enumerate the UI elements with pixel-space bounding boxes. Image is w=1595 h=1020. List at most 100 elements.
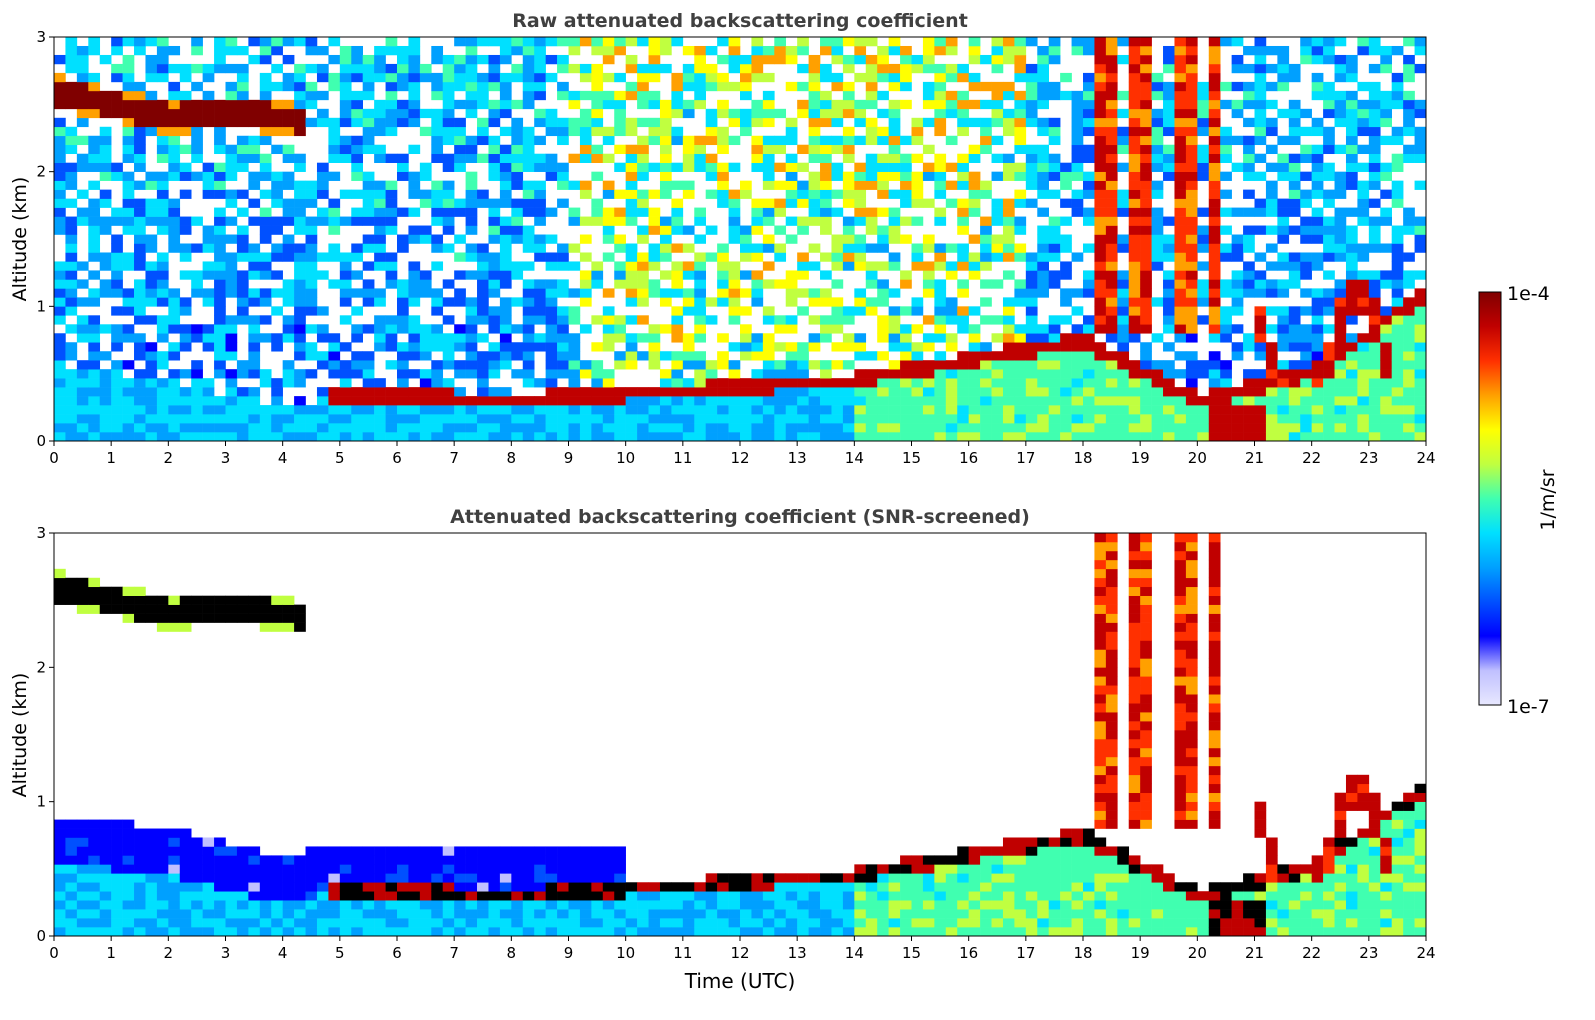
heatmap-cell	[854, 306, 867, 316]
heatmap-cell	[248, 252, 261, 262]
heatmap-cell	[705, 189, 718, 199]
heatmap-cell	[1380, 360, 1392, 370]
heatmap-cell	[362, 324, 375, 334]
heatmap-cell	[1174, 189, 1187, 199]
heatmap-cell	[1391, 162, 1404, 172]
heatmap-cell	[625, 288, 638, 298]
heatmap-cell	[54, 297, 66, 307]
heatmap-cell	[145, 63, 158, 74]
heatmap-cell	[602, 873, 615, 883]
heatmap-cell	[1334, 333, 1347, 343]
heatmap-cell	[1357, 333, 1370, 343]
heatmap-cell	[820, 387, 832, 397]
heatmap-cell	[614, 90, 626, 101]
heatmap-cell	[1025, 927, 1038, 937]
heatmap-cell	[191, 432, 203, 442]
heatmap-cell	[865, 873, 878, 883]
heatmap-cell	[1105, 288, 1118, 298]
heatmap-cell	[877, 918, 889, 928]
heatmap-cell	[191, 909, 203, 919]
heatmap-cell	[419, 396, 432, 406]
heatmap-cell	[397, 54, 409, 65]
heatmap-cell	[888, 189, 901, 199]
heatmap-cell	[397, 243, 409, 253]
heatmap-cell	[1368, 153, 1381, 163]
heatmap-cell	[1368, 279, 1381, 289]
heatmap-cell	[1048, 279, 1061, 289]
heatmap-cell	[408, 261, 421, 271]
heatmap-cell	[1083, 279, 1095, 289]
heatmap-cell	[76, 63, 89, 74]
heatmap-cell	[591, 117, 604, 128]
heatmap-cell	[854, 918, 867, 928]
heatmap-cell	[751, 63, 764, 74]
heatmap-cell	[1117, 369, 1130, 379]
heatmap-cell	[1037, 351, 1049, 361]
heatmap-cell	[65, 918, 78, 928]
heatmap-cell	[808, 135, 821, 146]
heatmap-cell	[248, 405, 261, 415]
heatmap-cell	[717, 81, 729, 92]
heatmap-cell	[808, 297, 821, 307]
heatmap-cell	[1128, 234, 1141, 244]
heatmap-cell	[1265, 306, 1278, 316]
heatmap-cell	[545, 171, 558, 181]
heatmap-cell	[88, 918, 101, 928]
heatmap-cell	[1243, 99, 1255, 110]
heatmap-cell	[76, 864, 89, 874]
heatmap-cell	[808, 882, 821, 892]
heatmap-cell	[534, 135, 546, 146]
heatmap-cell	[1014, 54, 1027, 65]
heatmap-cell	[259, 126, 272, 137]
heatmap-cell	[842, 423, 855, 433]
heatmap-cell	[1151, 81, 1164, 92]
heatmap-cell	[488, 270, 501, 280]
heatmap-cell	[1185, 90, 1198, 101]
heatmap-cell	[1414, 270, 1427, 280]
heatmap-cell	[145, 108, 158, 119]
heatmap-cell	[1105, 396, 1118, 406]
heatmap-cell	[808, 396, 821, 406]
heatmap-cell	[671, 270, 684, 280]
heatmap-cell	[179, 144, 192, 155]
heatmap-cell	[648, 189, 661, 199]
heatmap-cell	[648, 117, 661, 128]
heatmap-cell	[362, 126, 375, 137]
heatmap-cell	[1288, 324, 1301, 334]
heatmap-cell	[465, 324, 478, 334]
heatmap-cell	[271, 216, 283, 226]
heatmap-cell	[1048, 270, 1061, 280]
heatmap-cell	[865, 99, 878, 110]
heatmap-cell	[808, 342, 821, 352]
heatmap-cell	[1174, 423, 1187, 433]
heatmap-cell	[1414, 216, 1427, 226]
heatmap-cell	[522, 396, 535, 406]
heatmap-cell	[248, 135, 261, 146]
heatmap-cell	[214, 873, 226, 883]
heatmap-cell	[488, 369, 501, 379]
heatmap-cell	[168, 414, 181, 424]
heatmap-cell	[488, 252, 501, 262]
heatmap-cell	[922, 162, 935, 172]
heatmap-cell	[1265, 351, 1278, 361]
heatmap-cell	[980, 54, 992, 65]
heatmap-cell	[1380, 171, 1392, 181]
heatmap-cell	[1083, 315, 1095, 325]
heatmap-cell	[1368, 198, 1381, 208]
heatmap-cell	[1345, 171, 1358, 181]
heatmap-cell	[122, 909, 135, 919]
heatmap-cell	[1357, 180, 1370, 190]
heatmap-cell	[419, 369, 432, 379]
heatmap-cell	[1368, 117, 1381, 128]
heatmap-cell	[579, 117, 592, 128]
heatmap-cell	[762, 90, 775, 101]
heatmap-cell	[1185, 126, 1198, 137]
heatmap-cell	[122, 324, 135, 334]
heatmap-cell	[431, 90, 444, 101]
heatmap-cell	[248, 37, 261, 47]
heatmap-cell	[305, 432, 318, 442]
heatmap-cell	[980, 378, 992, 388]
heatmap-cell	[957, 387, 969, 397]
heatmap-cell	[294, 207, 306, 217]
heatmap-cell	[168, 234, 181, 244]
